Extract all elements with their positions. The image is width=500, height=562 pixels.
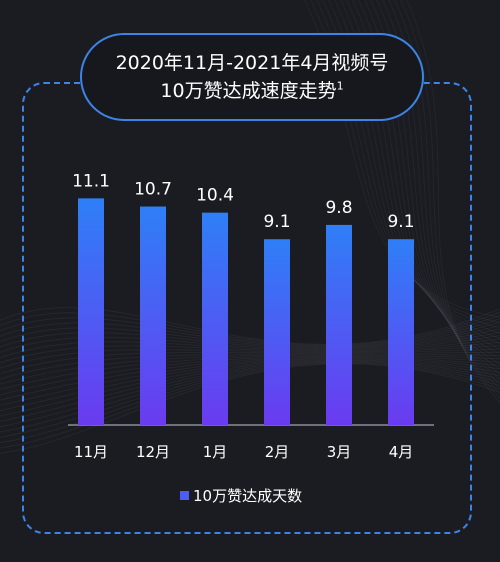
legend: 10万赞达成天数 [180,485,302,506]
title-line-2-text: 10万赞达成速度走势 [160,80,337,102]
data-label-6: 9.1 [387,212,414,232]
bar-5 [326,224,352,425]
bar-4 [264,239,290,425]
x-tick-label-5: 3月 [327,443,352,461]
data-label-4: 9.1 [263,212,290,232]
bar-3 [202,212,228,425]
title-line-2: 10万赞达成速度走势1 [160,77,343,105]
chart-title: 2020年11月-2021年4月视频号 10万赞达成速度走势1 [80,33,424,121]
x-tick-label-1: 11月 [74,443,108,461]
data-label-1: 11.1 [72,171,110,191]
title-footnote: 1 [336,79,344,93]
legend-swatch [180,491,189,500]
bar-2 [140,206,166,425]
legend-label: 10万赞达成天数 [193,487,303,505]
x-tick-label-4: 2月 [265,443,290,461]
bar-6 [388,239,414,425]
title-line-1: 2020年11月-2021年4月视频号 [115,52,389,74]
bar-1 [78,198,104,425]
wave-line [406,0,500,404]
data-label-2: 10.7 [134,180,172,200]
data-label-3: 10.4 [196,186,234,206]
x-tick-label-2: 12月 [136,443,170,461]
x-tick-label-6: 4月 [389,443,414,461]
data-label-5: 9.8 [325,198,352,218]
wave-line [400,0,500,399]
x-tick-label-3: 1月 [203,443,228,461]
